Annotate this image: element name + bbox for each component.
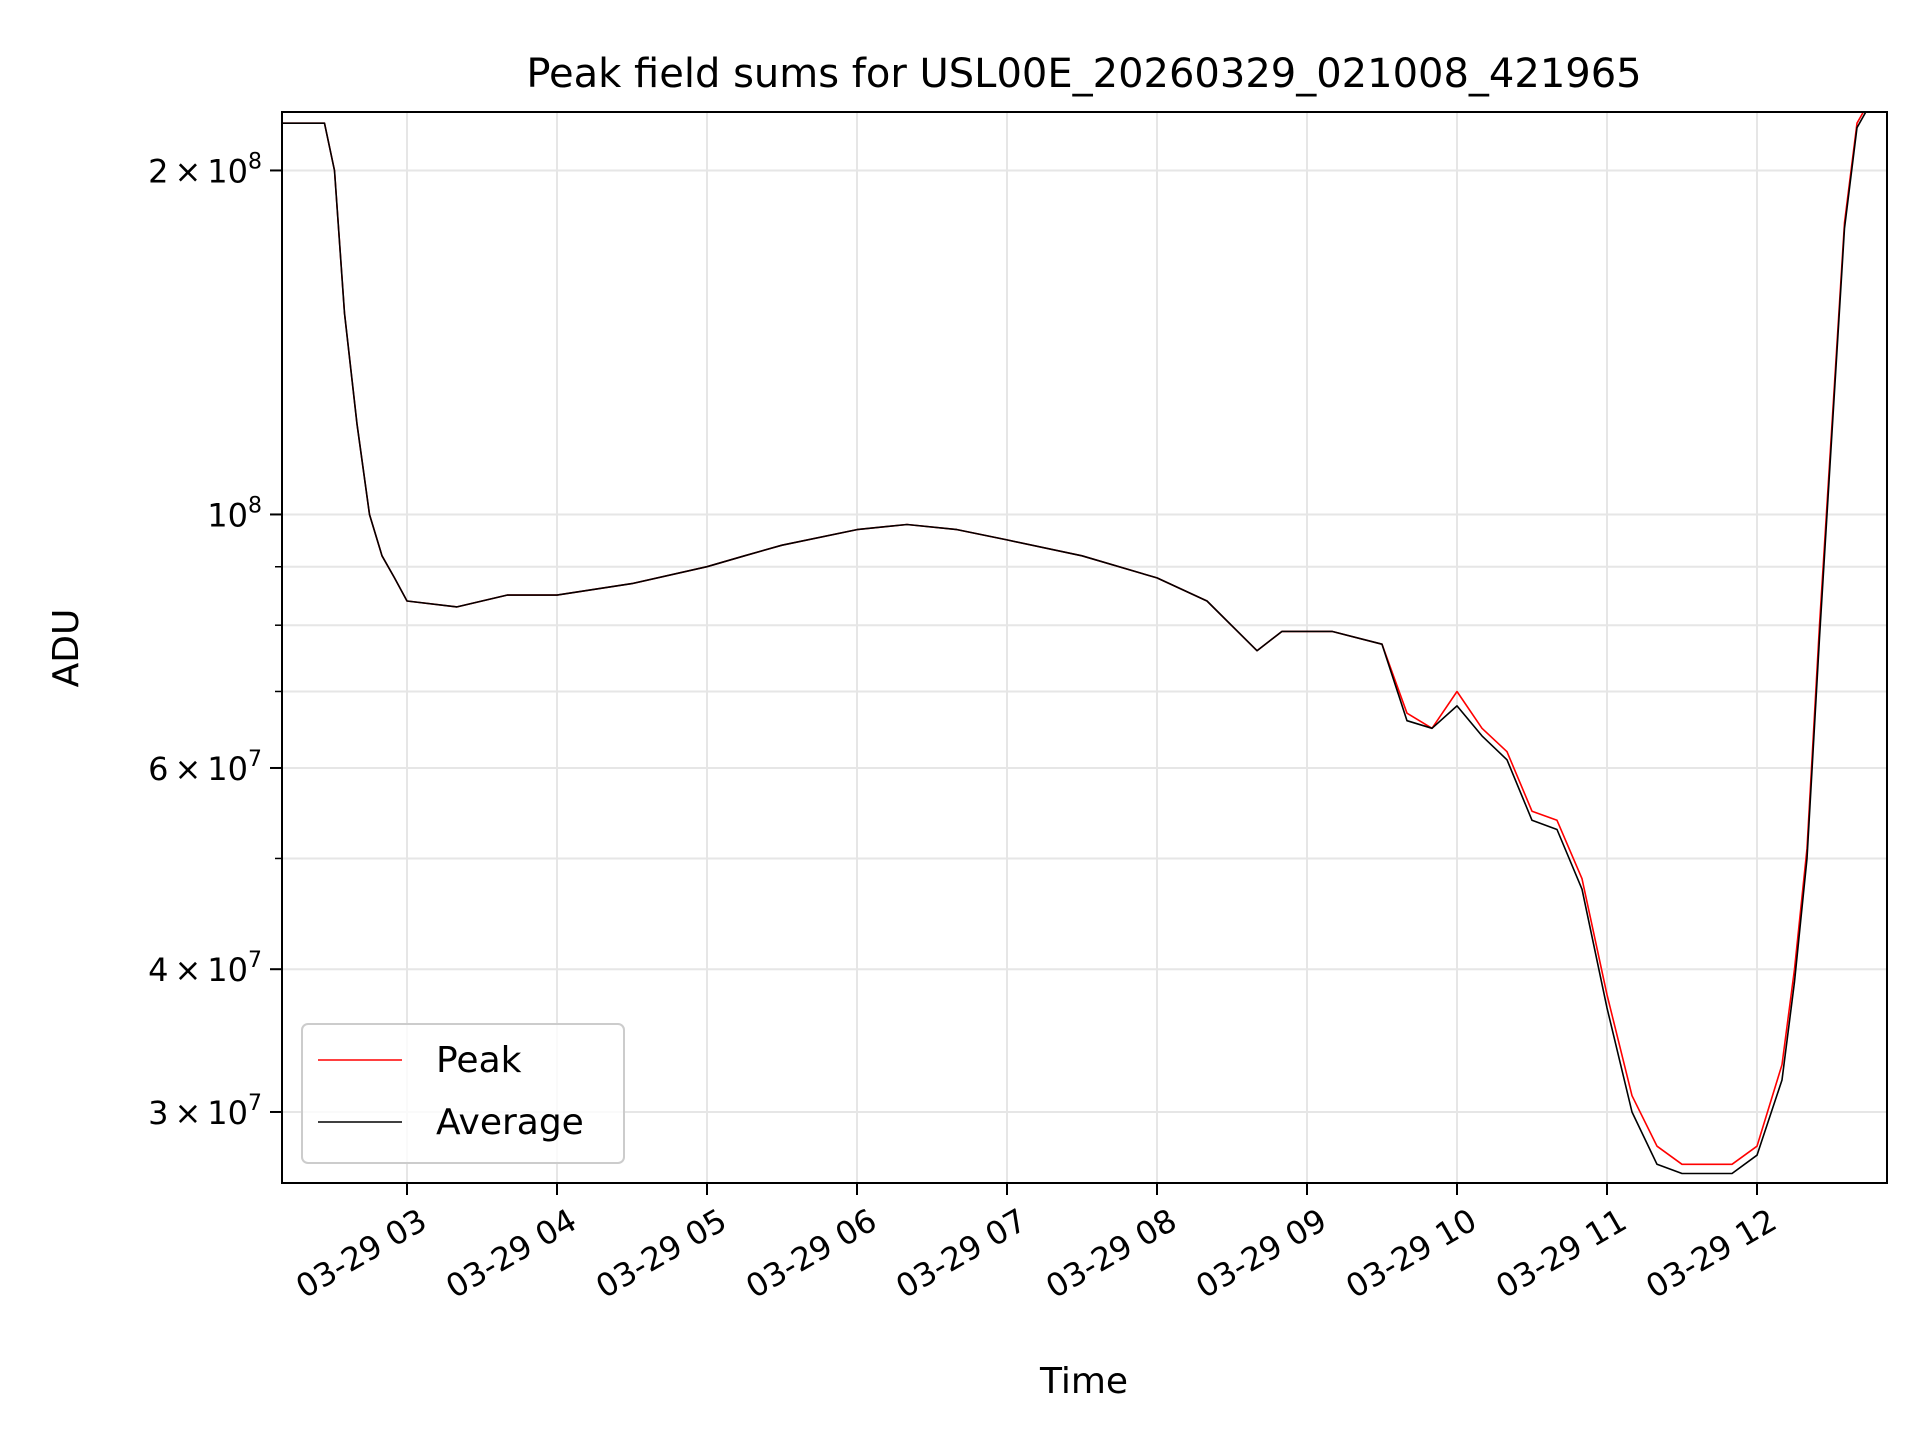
- y-tick-label: 4 × 107: [148, 948, 262, 989]
- legend-label-average: Average: [436, 1102, 584, 1143]
- series-layer: [282, 112, 1867, 1175]
- plot-frame: [281, 111, 1888, 1184]
- y-tick-label: 3 × 107: [148, 1091, 262, 1132]
- y-tick-label: 6 × 107: [148, 747, 262, 788]
- series-line-average: [282, 112, 1867, 1175]
- chart-title: Peak field sums for USL00E_20260329_0210…: [526, 51, 1641, 97]
- y-tick-label: 108: [207, 493, 262, 534]
- y-tick-label: 2 × 108: [148, 149, 262, 190]
- legend-label-peak: Peak: [436, 1040, 522, 1081]
- legend: Peak Average: [301, 1023, 625, 1164]
- grid: [282, 112, 1887, 1183]
- y-axis-label: ADU: [46, 609, 87, 688]
- legend-box: [301, 1023, 625, 1164]
- y-axis: 2 × 108 108 6 × 107 4 × 107 3 × 107: [148, 149, 282, 1132]
- x-axis-label: Time: [1039, 1361, 1128, 1402]
